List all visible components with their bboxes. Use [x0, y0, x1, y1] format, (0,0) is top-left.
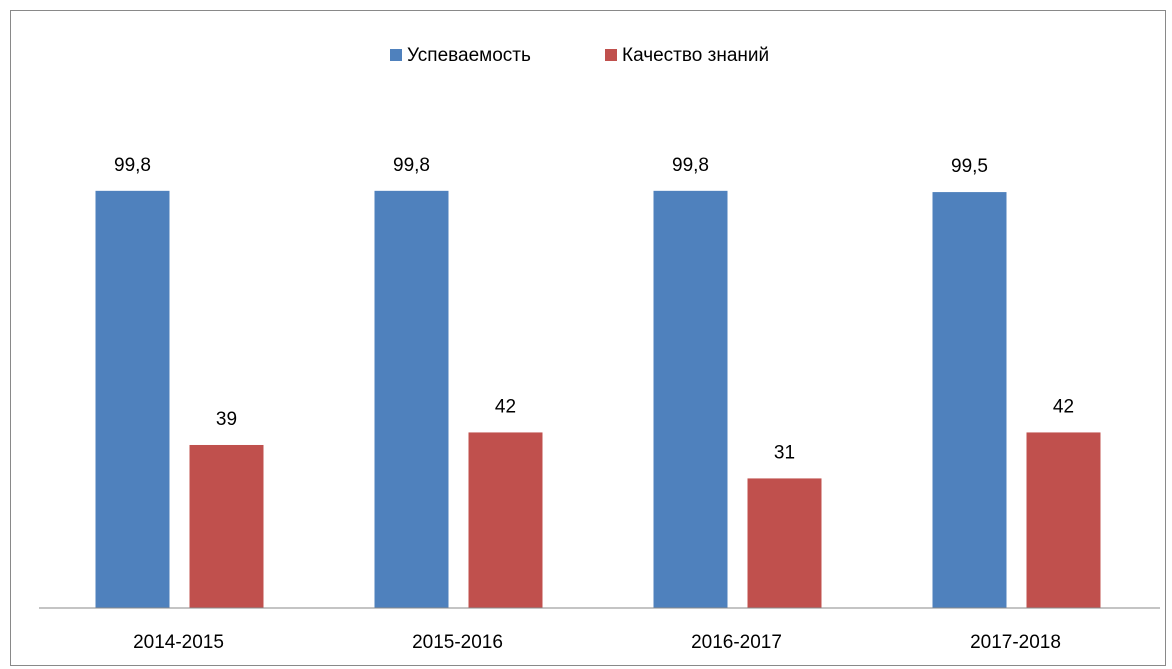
- x-tick-label: 2014-2015: [133, 632, 224, 653]
- x-tick-label: 2017-2018: [970, 632, 1061, 653]
- data-label: 99,8: [393, 155, 430, 176]
- bar: [189, 444, 264, 608]
- bar: [747, 478, 822, 608]
- x-tick-label: 2015-2016: [412, 632, 503, 653]
- data-label: 99,8: [114, 155, 151, 176]
- legend-swatch: [390, 49, 402, 61]
- x-tick-label: 2016-2017: [691, 632, 782, 653]
- bar: [1026, 432, 1101, 608]
- bar: [932, 192, 1007, 608]
- data-label: 99,5: [951, 156, 988, 177]
- bar: [374, 190, 449, 608]
- legend-swatch: [605, 49, 617, 61]
- data-label: 42: [1053, 396, 1074, 417]
- data-label: 31: [774, 442, 795, 463]
- legend-label: Качество знаний: [622, 45, 769, 66]
- data-label: 42: [495, 396, 516, 417]
- bar: [95, 190, 170, 608]
- bar: [468, 432, 543, 608]
- legend-label: Успеваемость: [407, 45, 531, 66]
- data-label: 99,8: [672, 155, 709, 176]
- bar: [653, 190, 728, 608]
- data-label: 39: [216, 409, 237, 430]
